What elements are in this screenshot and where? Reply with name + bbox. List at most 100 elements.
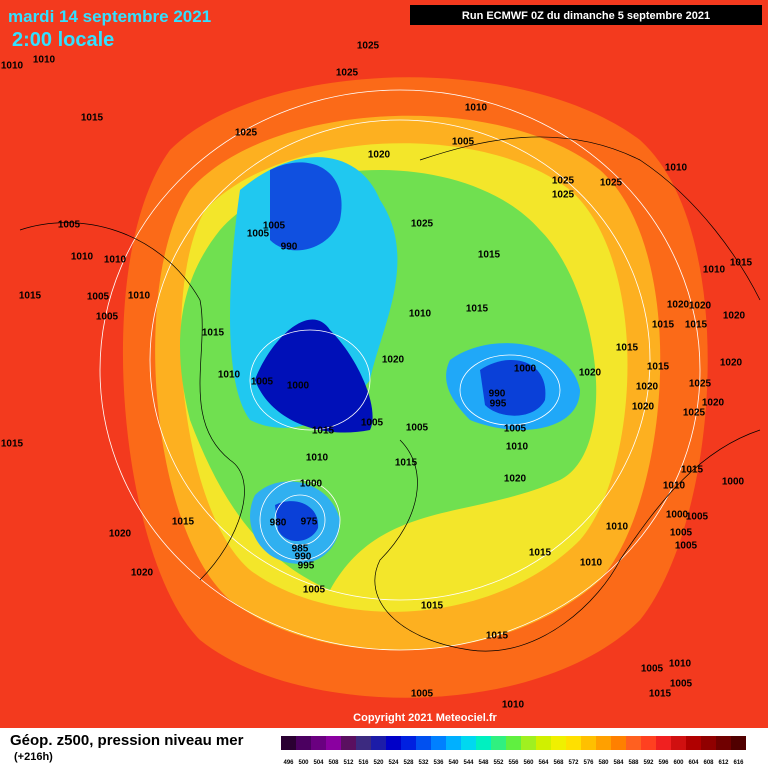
legend-swatch [311,736,326,750]
legend-label: 548 [478,760,489,766]
footer-lead: (+216h) [14,751,53,763]
legend-swatch [731,736,746,750]
isobar-label: 990 [295,552,312,563]
legend-label: 604 [688,760,699,766]
isobar-label: 1005 [670,679,693,690]
isobar-label: 1015 [652,320,675,331]
contour-band [255,319,373,433]
isobar-label: 1020 [131,568,154,579]
isobar-label: 995 [490,399,507,410]
legend-label: 528 [403,760,414,766]
isobar-label: 1020 [579,368,602,379]
isobar-label: 1010 [409,309,432,320]
footer-title: Géop. z500, pression niveau mer [10,732,244,749]
contour-band [270,162,342,251]
isobar-label: 1015 [685,320,708,331]
legend-swatch [461,736,476,750]
legend-label: 580 [598,760,609,766]
isobar-label: 1015 [486,631,509,642]
legend-swatch [611,736,626,750]
isobar-label: 1010 [663,481,686,492]
legend-swatch [716,736,731,750]
isobar-label: 1010 [506,442,529,453]
isobar-label: 1020 [504,474,527,485]
isobar-label: 1020 [720,358,743,369]
isobar-label: 1020 [636,382,659,393]
isobar-label: 975 [301,517,318,528]
legend-swatch [536,736,551,750]
legend-label: 600 [673,760,684,766]
isobar-label: 1020 [723,311,746,322]
isobar-label: 1015 [730,258,753,269]
legend-swatch [701,736,716,750]
legend-label: 616 [733,760,744,766]
legend: 496 500 504 508 512 516 520 524 528 532 536 540 544 5… [281,736,746,766]
legend-label: 536 [433,760,444,766]
legend-swatch [551,736,566,750]
isobar-label: 1010 [104,255,127,266]
legend-label: 512 [343,760,354,766]
legend-label: 568 [553,760,564,766]
isobar-label: 1010 [665,163,688,174]
isobar-label: 1005 [87,292,110,303]
isobar-label: 1015 [202,328,225,339]
legend-label: 576 [583,760,594,766]
legend-label: 508 [328,760,339,766]
legend-label: 596 [658,760,669,766]
isobar-label: 1005 [452,137,475,148]
isobar-label: 1015 [647,362,670,373]
isobar-label: 1000 [300,479,323,490]
legend-swatch [296,736,311,750]
legend-label: 588 [628,760,639,766]
isobar-label: 1015 [312,426,335,437]
isobar-label: 1015 [1,439,24,450]
isobars [99,89,701,651]
isobar-label: 1020 [632,402,655,413]
legend-label: 556 [508,760,519,766]
isobar-label: 1000 [287,381,310,392]
legend-swatch [506,736,521,750]
legend-label: 496 [283,760,294,766]
legend-swatch [281,736,296,750]
isobar-label: 1005 [58,220,81,231]
legend-label: 516 [358,760,369,766]
legend-swatch [566,736,581,750]
legend-swatch [656,736,671,750]
legend-swatch [626,736,641,750]
isobar-label: 1025 [600,178,623,189]
isobar-label: 1010 [703,265,726,276]
isobar-label: 1015 [466,304,489,315]
legend-swatch [671,736,686,750]
legend-swatch [686,736,701,750]
isobar-label: 1025 [357,41,380,52]
isobar-label: 1015 [172,517,195,528]
isobar-label: 1025 [689,379,712,390]
legend-swatch [521,736,536,750]
isobar-label: 1010 [128,291,151,302]
legend-label: 584 [613,760,624,766]
isobar-label: 1020 [109,529,132,540]
isobar-label: 1005 [406,423,429,434]
isobar-label: 995 [298,561,315,572]
legend-swatch [371,736,386,750]
isobar-label: 1005 [411,689,434,700]
isobar-label: 1010 [465,103,488,114]
isobar-label: 1010 [580,558,603,569]
date: mardi 14 septembre 2021 [8,7,211,26]
isobar-label: 1020 [368,150,391,161]
isobar-label: 1015 [681,465,704,476]
isobar-label: 1010 [1,61,24,72]
isobar-label: 1005 [686,512,709,523]
isobar-label: 990 [281,242,298,253]
isobar-label: 1015 [616,343,639,354]
isobar-label: 1025 [235,128,258,139]
isobar-label: 1025 [411,219,434,230]
legend-swatch [356,736,371,750]
isobar-label: 1005 [96,312,119,323]
isobar-label: 1015 [81,113,104,124]
legend-swatch [476,736,491,750]
isobar-label: 1010 [306,453,329,464]
legend-swatch [341,736,356,750]
isobar-label: 1020 [667,300,690,311]
isobar-labels: 1010 1010 1025 1025 1010 1015 1025 1005 1020 1010… [1,41,753,711]
